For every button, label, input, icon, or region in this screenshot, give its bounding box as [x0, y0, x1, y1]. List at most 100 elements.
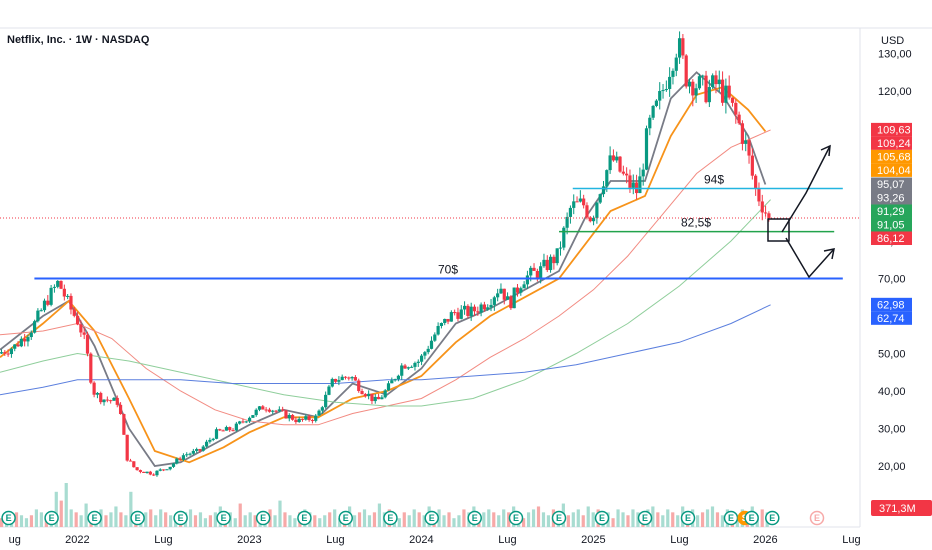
candle [300, 418, 305, 422]
earnings-marker[interactable]: E [44, 510, 59, 526]
target-box[interactable] [767, 218, 790, 242]
earnings-marker[interactable]: E [87, 510, 102, 526]
candle [314, 413, 318, 423]
volume-bar [710, 506, 715, 527]
volume-bar [313, 515, 317, 527]
earnings-marker[interactable]: E [637, 510, 653, 526]
candle [85, 331, 90, 357]
earnings-marker[interactable]: E [383, 510, 398, 526]
candle [6, 349, 10, 357]
volume-bar [114, 506, 118, 527]
candle [618, 156, 622, 173]
earnings-marker[interactable]: E [297, 510, 312, 526]
currency-label[interactable]: USD [881, 35, 904, 47]
bullish-arrow-path[interactable] [781, 145, 831, 233]
volume-bar [288, 515, 292, 527]
earnings-marker[interactable]: E [255, 510, 271, 526]
candle [423, 350, 427, 360]
candle [241, 418, 245, 424]
candle [340, 374, 344, 381]
candle [376, 393, 381, 400]
price-badge: 93,26 [871, 190, 912, 205]
earnings-marker[interactable]: E [551, 510, 567, 526]
earnings-marker[interactable]: E [723, 510, 739, 526]
volume-bar [338, 518, 342, 527]
earnings-marker[interactable]: E [130, 510, 145, 526]
candle [548, 254, 553, 273]
price-axis[interactable]: 20,0030,0040,0050,0060,0070,0080,00120,0… [878, 49, 912, 474]
candle [687, 78, 692, 94]
candle [201, 444, 205, 452]
candle [102, 399, 106, 406]
volume-bar [273, 515, 277, 527]
candle [317, 409, 321, 416]
svg-text:E: E [221, 513, 227, 523]
earnings-marker[interactable]: E [594, 510, 610, 526]
price-badge: 62,74 [871, 311, 912, 325]
candle [267, 407, 272, 413]
volume-bar [318, 518, 322, 527]
time-axis[interactable]: ug 2022 Lug 2023 Lug 2024 Lug 2025 Lug 2026 Lug [9, 534, 861, 546]
candle [290, 413, 295, 421]
candle [651, 104, 655, 120]
earnings-markers[interactable]: EEEEEEEEEEEEEEEEEESEEE [1, 510, 825, 526]
earnings-marker[interactable]: E [424, 510, 439, 526]
svg-text:E: E [301, 513, 307, 523]
candle [277, 406, 281, 413]
candle [138, 469, 143, 474]
volume-bar [492, 512, 496, 527]
svg-text:E: E [429, 513, 435, 523]
earnings-marker[interactable]: E [680, 510, 696, 526]
volume-bar [666, 509, 670, 527]
candle [479, 302, 483, 317]
candle [446, 318, 450, 325]
earnings-marker[interactable]: E [467, 510, 482, 526]
earnings-marker[interactable]: E [744, 510, 759, 526]
x-tick-label: 2026 [753, 534, 777, 546]
projection-drawing[interactable] [767, 144, 835, 279]
earnings-marker[interactable]: E [1, 510, 16, 526]
earnings-marker[interactable]: E [809, 510, 825, 526]
price-badge: 86,12 [871, 231, 912, 245]
candle [429, 336, 434, 350]
volume-bar [442, 515, 446, 527]
bearish-arrow-path[interactable] [785, 237, 835, 279]
candle [621, 165, 625, 176]
candle [72, 307, 76, 318]
volume-bar [79, 515, 83, 527]
volume-bar [507, 512, 511, 527]
price-badge-label: 91,29 [877, 206, 905, 218]
support-resistance-lines[interactable]: 70$ 94$ 82,5$ [34, 173, 843, 280]
price-badge: 109,63 [871, 122, 912, 137]
candle [396, 374, 401, 382]
volume-bar [188, 509, 193, 527]
candle [161, 469, 166, 472]
earnings-marker[interactable]: E [173, 510, 188, 526]
candle [353, 375, 358, 381]
candle [747, 139, 751, 164]
candle [330, 377, 334, 388]
earnings-marker[interactable]: E [765, 510, 780, 526]
candle [281, 406, 285, 412]
earnings-marker[interactable]: E [216, 510, 231, 526]
x-tick-label: Lug [670, 534, 688, 546]
candle [224, 425, 229, 431]
candle [198, 448, 202, 453]
candle [350, 376, 354, 381]
svg-text:E: E [49, 513, 55, 523]
candle [466, 304, 470, 319]
volume-bar [705, 509, 710, 527]
price-badge-label: 109,63 [877, 124, 911, 136]
volume-bar [208, 515, 212, 527]
earnings-marker[interactable]: E [338, 510, 353, 526]
candle [75, 311, 80, 326]
volume-bar [546, 515, 551, 527]
candle [390, 377, 394, 384]
volume-bar [586, 506, 590, 527]
earnings-marker[interactable]: E [508, 510, 524, 526]
volume-bar [362, 509, 367, 527]
candle [542, 253, 546, 268]
volume-bar [253, 515, 257, 527]
